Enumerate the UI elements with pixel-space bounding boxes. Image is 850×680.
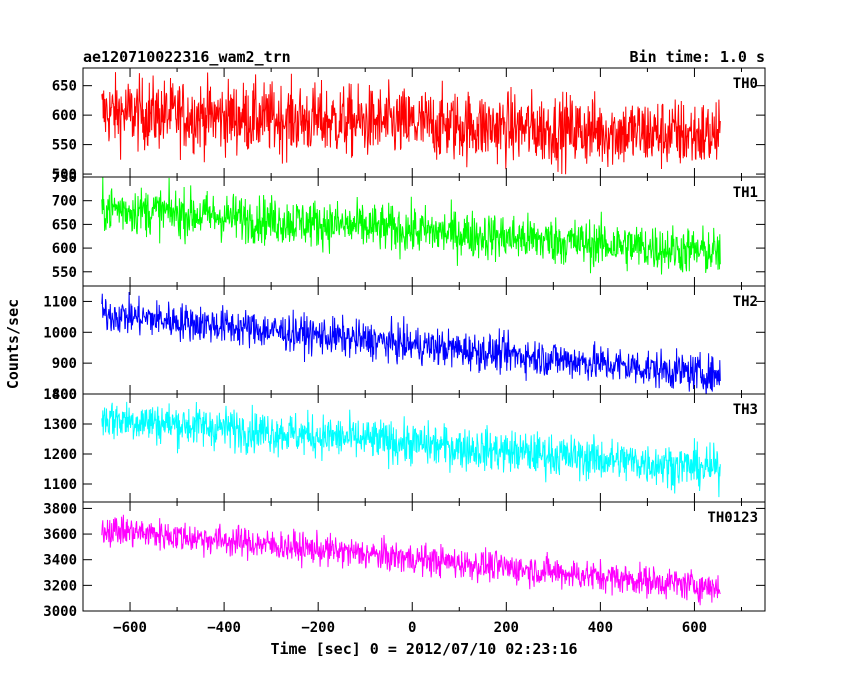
y-tick-label: 800 xyxy=(52,387,77,403)
panel-frame xyxy=(82,285,766,395)
y-tick-label: 900 xyxy=(52,356,77,372)
y-tick-label: 600 xyxy=(52,241,77,257)
x-axis-label: Time [sec] 0 = 2012/07/10 02:23:16 xyxy=(270,640,577,658)
x-tick-label: 400 xyxy=(588,620,613,636)
y-tick-label: 650 xyxy=(52,79,77,95)
x-axis: −600 −400 −200 0 200 400 600 xyxy=(113,620,707,636)
y-tick-label: 650 xyxy=(52,217,77,233)
chart-subtitle: Bin time: 1.0 s xyxy=(630,48,765,66)
panel-th1: 550 600 650 700 750 TH1 xyxy=(52,170,766,287)
x-tick-label: 200 xyxy=(494,620,519,636)
series-line-th2 xyxy=(101,291,721,394)
y-tick-label: 3000 xyxy=(43,604,77,620)
y-tick-label: 550 xyxy=(52,265,77,281)
chart-title: ae120710022316_wam2_trn xyxy=(83,48,291,66)
series-line-th3 xyxy=(101,401,721,498)
panel-th3: 1100 1200 1300 1400 TH3 xyxy=(43,387,766,503)
panel-frame xyxy=(82,501,766,612)
y-tick-label: 1100 xyxy=(43,477,77,493)
y-tick-label: 3800 xyxy=(43,501,77,517)
y-tick-label: 1100 xyxy=(43,294,77,310)
x-tick-label: −600 xyxy=(113,620,147,636)
y-tick-label: 3600 xyxy=(43,527,77,543)
y-tick-label: 1000 xyxy=(43,325,77,341)
series-line-th1 xyxy=(101,177,721,275)
series-line-th0 xyxy=(101,72,721,175)
series-line-th0123 xyxy=(101,514,721,606)
y-axis-label: Counts/sec xyxy=(4,299,22,389)
y-tick-label: 3200 xyxy=(43,578,77,594)
x-tick-label: 0 xyxy=(408,620,416,636)
series-name-th0123: TH0123 xyxy=(707,510,758,526)
series-name-th2: TH2 xyxy=(733,294,758,310)
x-tick-label: 600 xyxy=(682,620,707,636)
x-tick-label: −400 xyxy=(207,620,241,636)
y-tick-label: 1200 xyxy=(43,447,77,463)
y-tick-label: 1300 xyxy=(43,417,77,433)
series-name-th1: TH1 xyxy=(733,185,758,201)
y-tick-label: 500 xyxy=(52,167,77,183)
y-tick-label: 1400 xyxy=(43,387,77,403)
y-tick-label: 550 xyxy=(52,138,77,154)
panel-th2: 800 900 1000 1100 TH2 xyxy=(43,285,766,403)
y-tick-label: 3400 xyxy=(43,553,77,569)
panels-group: 500 550 600 650 TH0 550 600 650 700 750 TH1 800 900 1… xyxy=(43,67,766,620)
panel-th0123: 3000 3200 3400 3600 3800 TH0123 xyxy=(43,501,766,620)
series-name-th3: TH3 xyxy=(733,402,758,418)
y-tick-label: 600 xyxy=(52,108,77,124)
x-tick-label: −200 xyxy=(301,620,335,636)
panel-th0: 500 550 600 650 TH0 xyxy=(52,67,766,183)
series-name-th0: TH0 xyxy=(733,76,758,92)
y-tick-label: 700 xyxy=(52,194,77,210)
y-tick-label: 750 xyxy=(52,170,77,186)
